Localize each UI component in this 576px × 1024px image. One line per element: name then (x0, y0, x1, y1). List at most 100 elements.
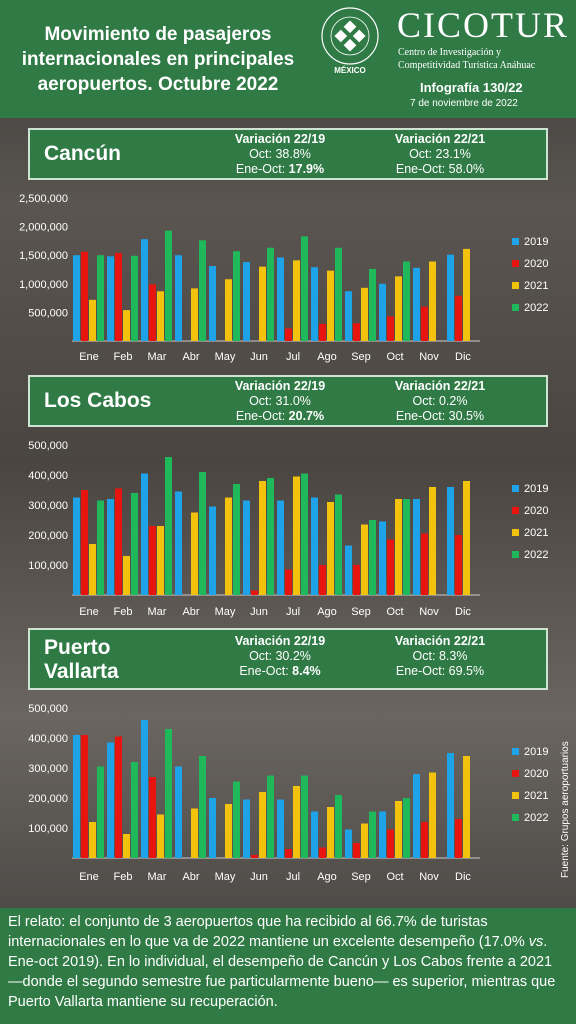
bar-2020 (285, 569, 292, 595)
variation-22-21: Variación 22/21 Oct: 8.3% Ene-Oct: 69.5% (394, 634, 486, 678)
bar-2021 (361, 287, 368, 341)
infographic-number: Infografía 130/22 (420, 80, 523, 95)
x-tick-label: Abr (182, 606, 199, 618)
x-tick-label: Mar (148, 606, 167, 618)
bar-2022 (369, 520, 376, 595)
bar-2022 (301, 473, 308, 595)
bar-2019 (447, 753, 454, 858)
bar-2021 (191, 288, 198, 341)
bar-2021 (327, 807, 334, 858)
bar-2021 (463, 756, 470, 858)
bar-2019 (345, 291, 352, 341)
y-tick-label: 500,000 (28, 307, 68, 319)
x-tick-label: Nov (419, 871, 439, 883)
x-tick-label: Jul (286, 871, 300, 883)
bar-2021 (157, 814, 164, 858)
y-tick-label: 100,000 (28, 823, 68, 835)
bar-2022 (301, 775, 308, 858)
legend-swatch-2022 (512, 304, 519, 311)
bar-2021 (293, 476, 300, 595)
source-note: Fuente: Grupos aeroportuarios (560, 741, 571, 878)
x-tick-label: Feb (114, 606, 133, 618)
bar-2021 (361, 823, 368, 858)
bar-2021 (395, 499, 402, 595)
bar-2022 (165, 457, 172, 595)
legend-label-2021: 2021 (524, 790, 548, 802)
x-tick-label: Abr (182, 871, 199, 883)
x-tick-label: Ago (317, 871, 337, 883)
y-tick-label: 300,000 (28, 500, 68, 512)
y-tick-label: 1,500,000 (19, 250, 68, 262)
x-tick-label: Ago (317, 606, 337, 618)
bar-2021 (157, 526, 164, 595)
legend-label-2020: 2020 (524, 768, 548, 780)
bar-2021 (259, 792, 266, 858)
x-tick-label: May (215, 871, 236, 883)
bar-2020 (353, 843, 360, 858)
bar-2022 (233, 484, 240, 595)
bar-2022 (97, 255, 104, 341)
bar-2019 (107, 742, 114, 858)
x-tick-label: Feb (114, 351, 133, 363)
bar-2021 (123, 310, 130, 341)
x-tick-label: Dic (455, 871, 471, 883)
bar-2022 (369, 268, 376, 341)
bar-2021 (361, 524, 368, 595)
bar-2022 (267, 775, 274, 858)
bar-2019 (379, 283, 386, 341)
bar-2019 (311, 811, 318, 858)
x-tick-label: Sep (351, 871, 371, 883)
publication-date: 7 de noviembre de 2022 (410, 98, 518, 109)
bar-2020 (285, 328, 292, 341)
bar-2021 (429, 772, 436, 858)
bar-2022 (165, 729, 172, 858)
bar-2022 (199, 472, 206, 595)
legend-swatch-2019 (512, 238, 519, 245)
y-tick-label: 200,000 (28, 530, 68, 542)
bar-2020 (319, 323, 326, 341)
bar-2021 (293, 786, 300, 858)
x-tick-label: Jul (286, 606, 300, 618)
x-tick-label: May (215, 606, 236, 618)
bar-2020 (421, 533, 428, 595)
bar-2021 (89, 544, 96, 595)
bar-2022 (199, 756, 206, 858)
bar-2022 (301, 236, 308, 341)
bar-2019 (379, 811, 386, 858)
y-tick-label: 2,500,000 (19, 193, 68, 205)
y-tick-label: 200,000 (28, 793, 68, 805)
x-tick-label: Ene (79, 351, 99, 363)
bar-2019 (447, 254, 454, 341)
x-tick-label: Nov (419, 606, 439, 618)
variation-22-21: Variación 22/21 Oct: 23.1% Ene-Oct: 58.0… (394, 132, 486, 176)
bar-2022 (267, 478, 274, 595)
bar-2021 (191, 512, 198, 595)
x-tick-label: Ago (317, 351, 337, 363)
city-name: Los Cabos (44, 389, 152, 412)
bar-2020 (353, 323, 360, 341)
bar-2019 (277, 799, 284, 858)
bar-2019 (141, 473, 148, 595)
bar-2021 (395, 801, 402, 858)
bar-2021 (429, 487, 436, 595)
bar-2022 (97, 766, 104, 858)
cancun-bar-chart: 500,000 1,000,000 1,500,000 2,000,000 2,500,… (19, 193, 548, 363)
city-name: Cancún (44, 142, 122, 165)
x-tick-label: Ene (79, 606, 99, 618)
header: Movimiento de pasajeros internacionales … (0, 0, 576, 118)
bar-2021 (259, 481, 266, 595)
bar-2022 (97, 500, 104, 595)
bar-2022 (131, 255, 138, 341)
x-tick-label: Jun (250, 606, 268, 618)
bar-2021 (89, 822, 96, 858)
los-cabos-bar-chart: 100,000 200,000 300,000 400,000 500,000 Ene Fe… (28, 440, 548, 618)
brand-subtitle: Centro de Investigación y Competitividad… (398, 47, 536, 71)
legend-label-2019: 2019 (524, 746, 548, 758)
x-tick-label: Sep (351, 606, 371, 618)
bar-2020 (455, 295, 462, 341)
bar-2019 (277, 257, 284, 341)
x-tick-label: Dic (455, 606, 471, 618)
cancun-header-box: Cancún Variación 22/19 Oct: 38.8% Ene-Oc… (28, 128, 548, 180)
bar-2021 (225, 279, 232, 341)
x-tick-label: Mar (148, 351, 167, 363)
